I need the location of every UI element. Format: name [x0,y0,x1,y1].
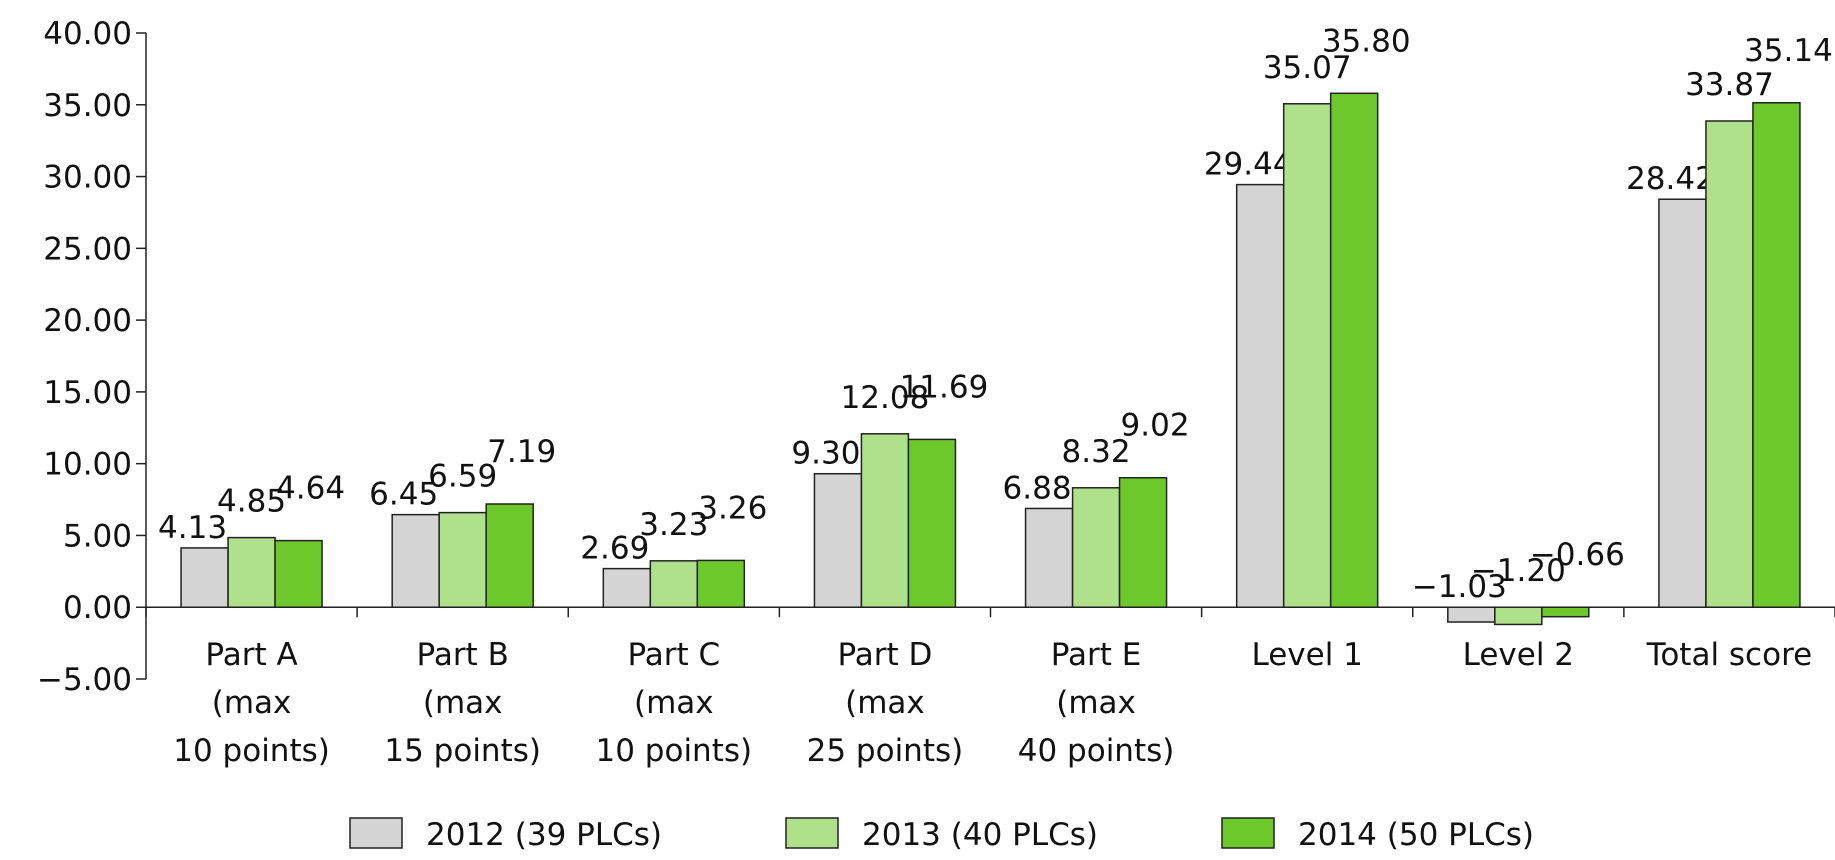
data-label: 6.59 [428,459,497,495]
data-label: 35.14 [1744,33,1833,69]
data-label: 28.42 [1626,161,1715,197]
data-label: 33.87 [1685,67,1774,103]
x-tick-line: (max [212,685,292,721]
bar [438,511,487,608]
legend-swatch [785,817,839,849]
data-label: 4.13 [158,510,227,546]
data-label: 7.19 [487,434,556,470]
bar [649,560,699,608]
bar [1658,198,1707,608]
legend-swatch [1221,817,1275,849]
data-label: 35.80 [1322,23,1411,59]
data-label: 8.32 [1062,434,1131,470]
x-tick-label: Level 2 [1463,637,1574,673]
y-tick-label: −5.00 [37,662,132,698]
x-tick-line: Part A [205,637,297,673]
x-tick-line: 15 points) [384,733,541,769]
legend-label: 2013 (40 PLCs) [862,817,1098,853]
data-label: 9.02 [1121,408,1190,444]
data-label: 3.23 [639,507,708,543]
bar [180,547,229,608]
bar [1118,476,1168,608]
x-tick-line: Level 1 [1251,637,1362,673]
data-label: 12.08 [841,380,930,416]
data-label: 29.44 [1204,147,1293,183]
x-tick-label: Part E (max 40 points) [1018,637,1175,769]
bar [1024,507,1074,608]
x-tick-line: Part D [837,637,932,673]
x-tick-line: (max [423,685,503,721]
y-tick-label: 30.00 [43,160,132,196]
x-tick-line: Part E [1051,637,1142,673]
data-label: −0.66 [1530,537,1625,573]
x-tick-label: Level 1 [1251,637,1362,673]
data-label: 35.07 [1263,50,1352,86]
x-tick-line: Part B [417,637,509,673]
x-tick-line: 25 points) [807,733,964,769]
x-tick-line: 10 points) [173,733,330,769]
legend-label: 2012 (39 PLCs) [426,817,662,853]
x-tick-line: Part C [627,637,720,673]
y-tick-label: 40.00 [43,16,132,52]
y-tick-label: 25.00 [43,231,132,267]
x-tick-label: Part B (max 15 points) [384,637,541,769]
bar [907,438,957,608]
bar [391,513,440,608]
x-tick-line: 40 points) [1018,733,1175,769]
data-label: 6.88 [1003,470,1072,506]
bar [1329,92,1379,608]
bar [1541,606,1590,618]
y-tick-label: 5.00 [63,518,132,554]
bar [1282,103,1332,608]
bar [227,536,276,608]
bar [813,472,863,608]
bar [1071,487,1121,608]
bar [860,433,910,608]
legend-swatch [349,817,403,849]
data-label: −1.03 [1412,569,1507,605]
x-tick-line: (max [1056,685,1136,721]
x-tick-label: Total score [1646,637,1813,673]
bar [485,503,534,608]
x-tick-line: 10 points) [596,733,753,769]
x-tick-label: Part D (max 25 points) [807,637,964,769]
x-tick-label: Part C (max 10 points) [596,637,753,769]
y-tick-label: 35.00 [43,88,132,124]
bar [602,567,652,608]
x-tick-line: Total score [1646,637,1813,673]
bar [274,539,323,608]
x-tick-label: Part A (max 10 points) [173,637,330,769]
x-tick-line: Level 2 [1463,637,1574,673]
data-label: 11.69 [900,369,989,405]
data-label: −1.20 [1471,553,1566,589]
data-label: 4.85 [217,484,286,520]
bar [1494,606,1543,626]
data-label: 2.69 [580,531,649,567]
x-tick-line: (max [634,685,714,721]
bar [1752,102,1801,608]
y-tick-label: 20.00 [43,303,132,339]
y-tick-label: 10.00 [43,447,132,483]
data-label: 3.26 [698,490,767,526]
y-tick-label: 0.00 [63,590,132,626]
x-tick-line: (max [845,685,925,721]
bar [1447,606,1496,623]
bar [1705,120,1754,608]
legend-label: 2014 (50 PLCs) [1298,817,1534,853]
data-label: 9.30 [791,436,860,472]
bar [1235,183,1285,608]
y-tick-label: 15.00 [43,375,132,411]
data-label: 6.45 [369,477,438,513]
bar [696,559,746,608]
data-label: 4.64 [276,471,345,507]
